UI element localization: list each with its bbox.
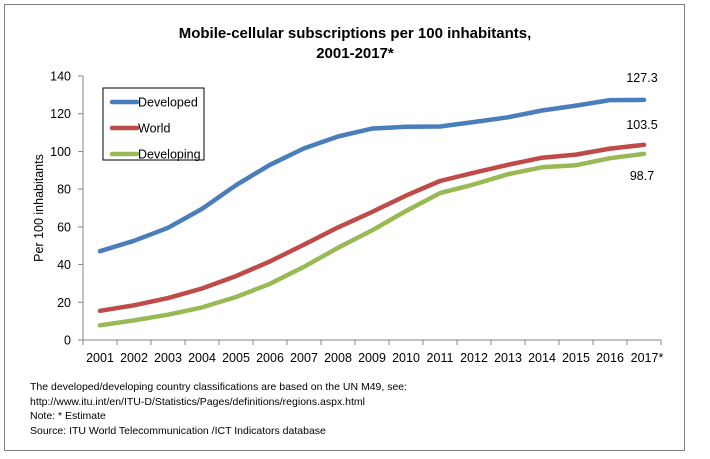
x-tick-label: 2007	[290, 351, 318, 365]
x-tick-label: 2012	[460, 351, 488, 365]
legend-label: World	[138, 122, 170, 136]
y-tick-label: 40	[57, 258, 71, 272]
x-tick-label: 2015	[562, 351, 590, 365]
legend-label: Developed	[138, 96, 198, 110]
end-value-label: 98.7	[630, 169, 654, 183]
chart-title-line2: 2001-2017*	[316, 45, 394, 62]
x-tick-label: 2016	[596, 351, 624, 365]
x-tick-label: 2002	[120, 351, 148, 365]
x-tick-label: 2014	[528, 351, 556, 365]
end-value-label: 127.3	[626, 71, 657, 85]
x-tick-label: 2001	[86, 351, 114, 365]
series-line-world	[97, 142, 647, 314]
x-tick-label: 2013	[494, 351, 522, 365]
y-tick-label: 80	[57, 183, 71, 197]
legend-label: Developing	[138, 148, 201, 162]
x-tick-label: 2009	[358, 351, 386, 365]
chart-border	[4, 4, 685, 451]
x-tick-label: 2006	[256, 351, 284, 365]
y-tick-label: 0	[64, 334, 71, 348]
x-tick-label: 2005	[222, 351, 250, 365]
chart-notes: The developed/developing country classif…	[30, 380, 407, 438]
x-tick-label: 2010	[392, 351, 420, 365]
chart-title: Mobile-cellular subscriptions per 100 in…	[0, 24, 710, 64]
y-axis-title: Per 100 inhabitants	[32, 154, 46, 262]
note-line: http://www.itu.int/en/ITU-D/Statistics/P…	[30, 395, 365, 408]
note-line: Source: ITU World Telecommunication /ICT…	[30, 424, 326, 437]
x-tick-label: 2017*	[631, 351, 664, 365]
x-tick-label: 2011	[427, 351, 454, 365]
x-tick-label: 2008	[324, 351, 352, 365]
y-tick-label: 140	[50, 70, 71, 84]
y-tick-label: 20	[57, 296, 71, 310]
y-tick-label: 60	[57, 220, 71, 234]
x-tick-label: 2003	[154, 351, 182, 365]
x-tick-label: 2004	[188, 351, 216, 365]
y-tick-label: 120	[50, 107, 71, 121]
series-line-developing	[97, 151, 647, 328]
note-line: Note: * Estimate	[30, 410, 106, 422]
end-value-label: 103.5	[626, 118, 657, 132]
y-tick-label: 100	[50, 145, 71, 159]
note-line: The developed/developing country classif…	[30, 381, 408, 393]
chart-title-line1: Mobile-cellular subscriptions per 100 in…	[178, 25, 532, 42]
